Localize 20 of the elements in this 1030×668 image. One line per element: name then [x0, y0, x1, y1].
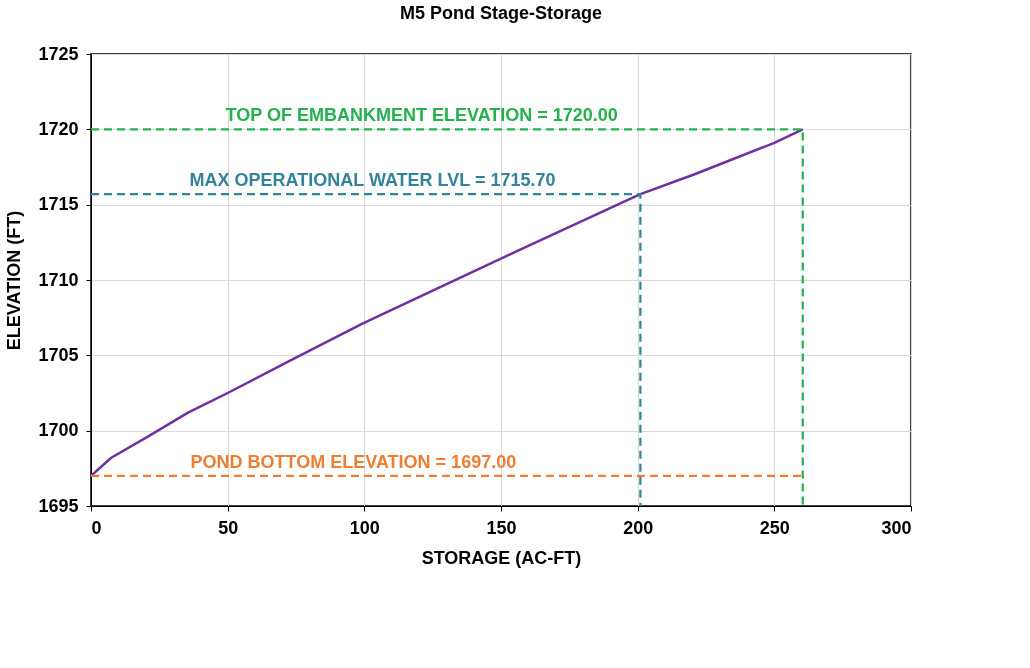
annotation: TOP OF EMBANKMENT ELEVATION = 1720.00 [225, 105, 618, 126]
x-tick-label: 150 [486, 517, 517, 538]
x-tick-label: 200 [623, 517, 654, 538]
x-tick-label: 0 [91, 517, 102, 538]
y-axis-title: ELEVATION (FT) [4, 210, 25, 351]
annotation: MAX OPERATIONAL WATER LVL = 1715.70 [189, 170, 556, 191]
y-tick-label: 1715 [38, 194, 79, 215]
y-tick-label: 1700 [38, 420, 79, 441]
y-tick-label: 1710 [38, 269, 79, 290]
x-tick-label: 50 [218, 517, 239, 538]
annotation: POND BOTTOM ELEVATION = 1697.00 [190, 451, 517, 472]
y-tick-label: 1705 [38, 344, 79, 365]
x-tick-label: 250 [759, 517, 790, 538]
x-tick-label: 300 [881, 517, 912, 538]
x-axis-title: STORAGE (AC-FT) [421, 547, 582, 568]
chart-title: M5 Pond Stage-Storage [399, 3, 603, 23]
x-tick-label: 100 [349, 517, 380, 538]
y-tick-label: 1720 [38, 118, 79, 139]
y-tick-label: 1725 [38, 43, 79, 64]
y-tick-label: 1695 [38, 495, 79, 516]
